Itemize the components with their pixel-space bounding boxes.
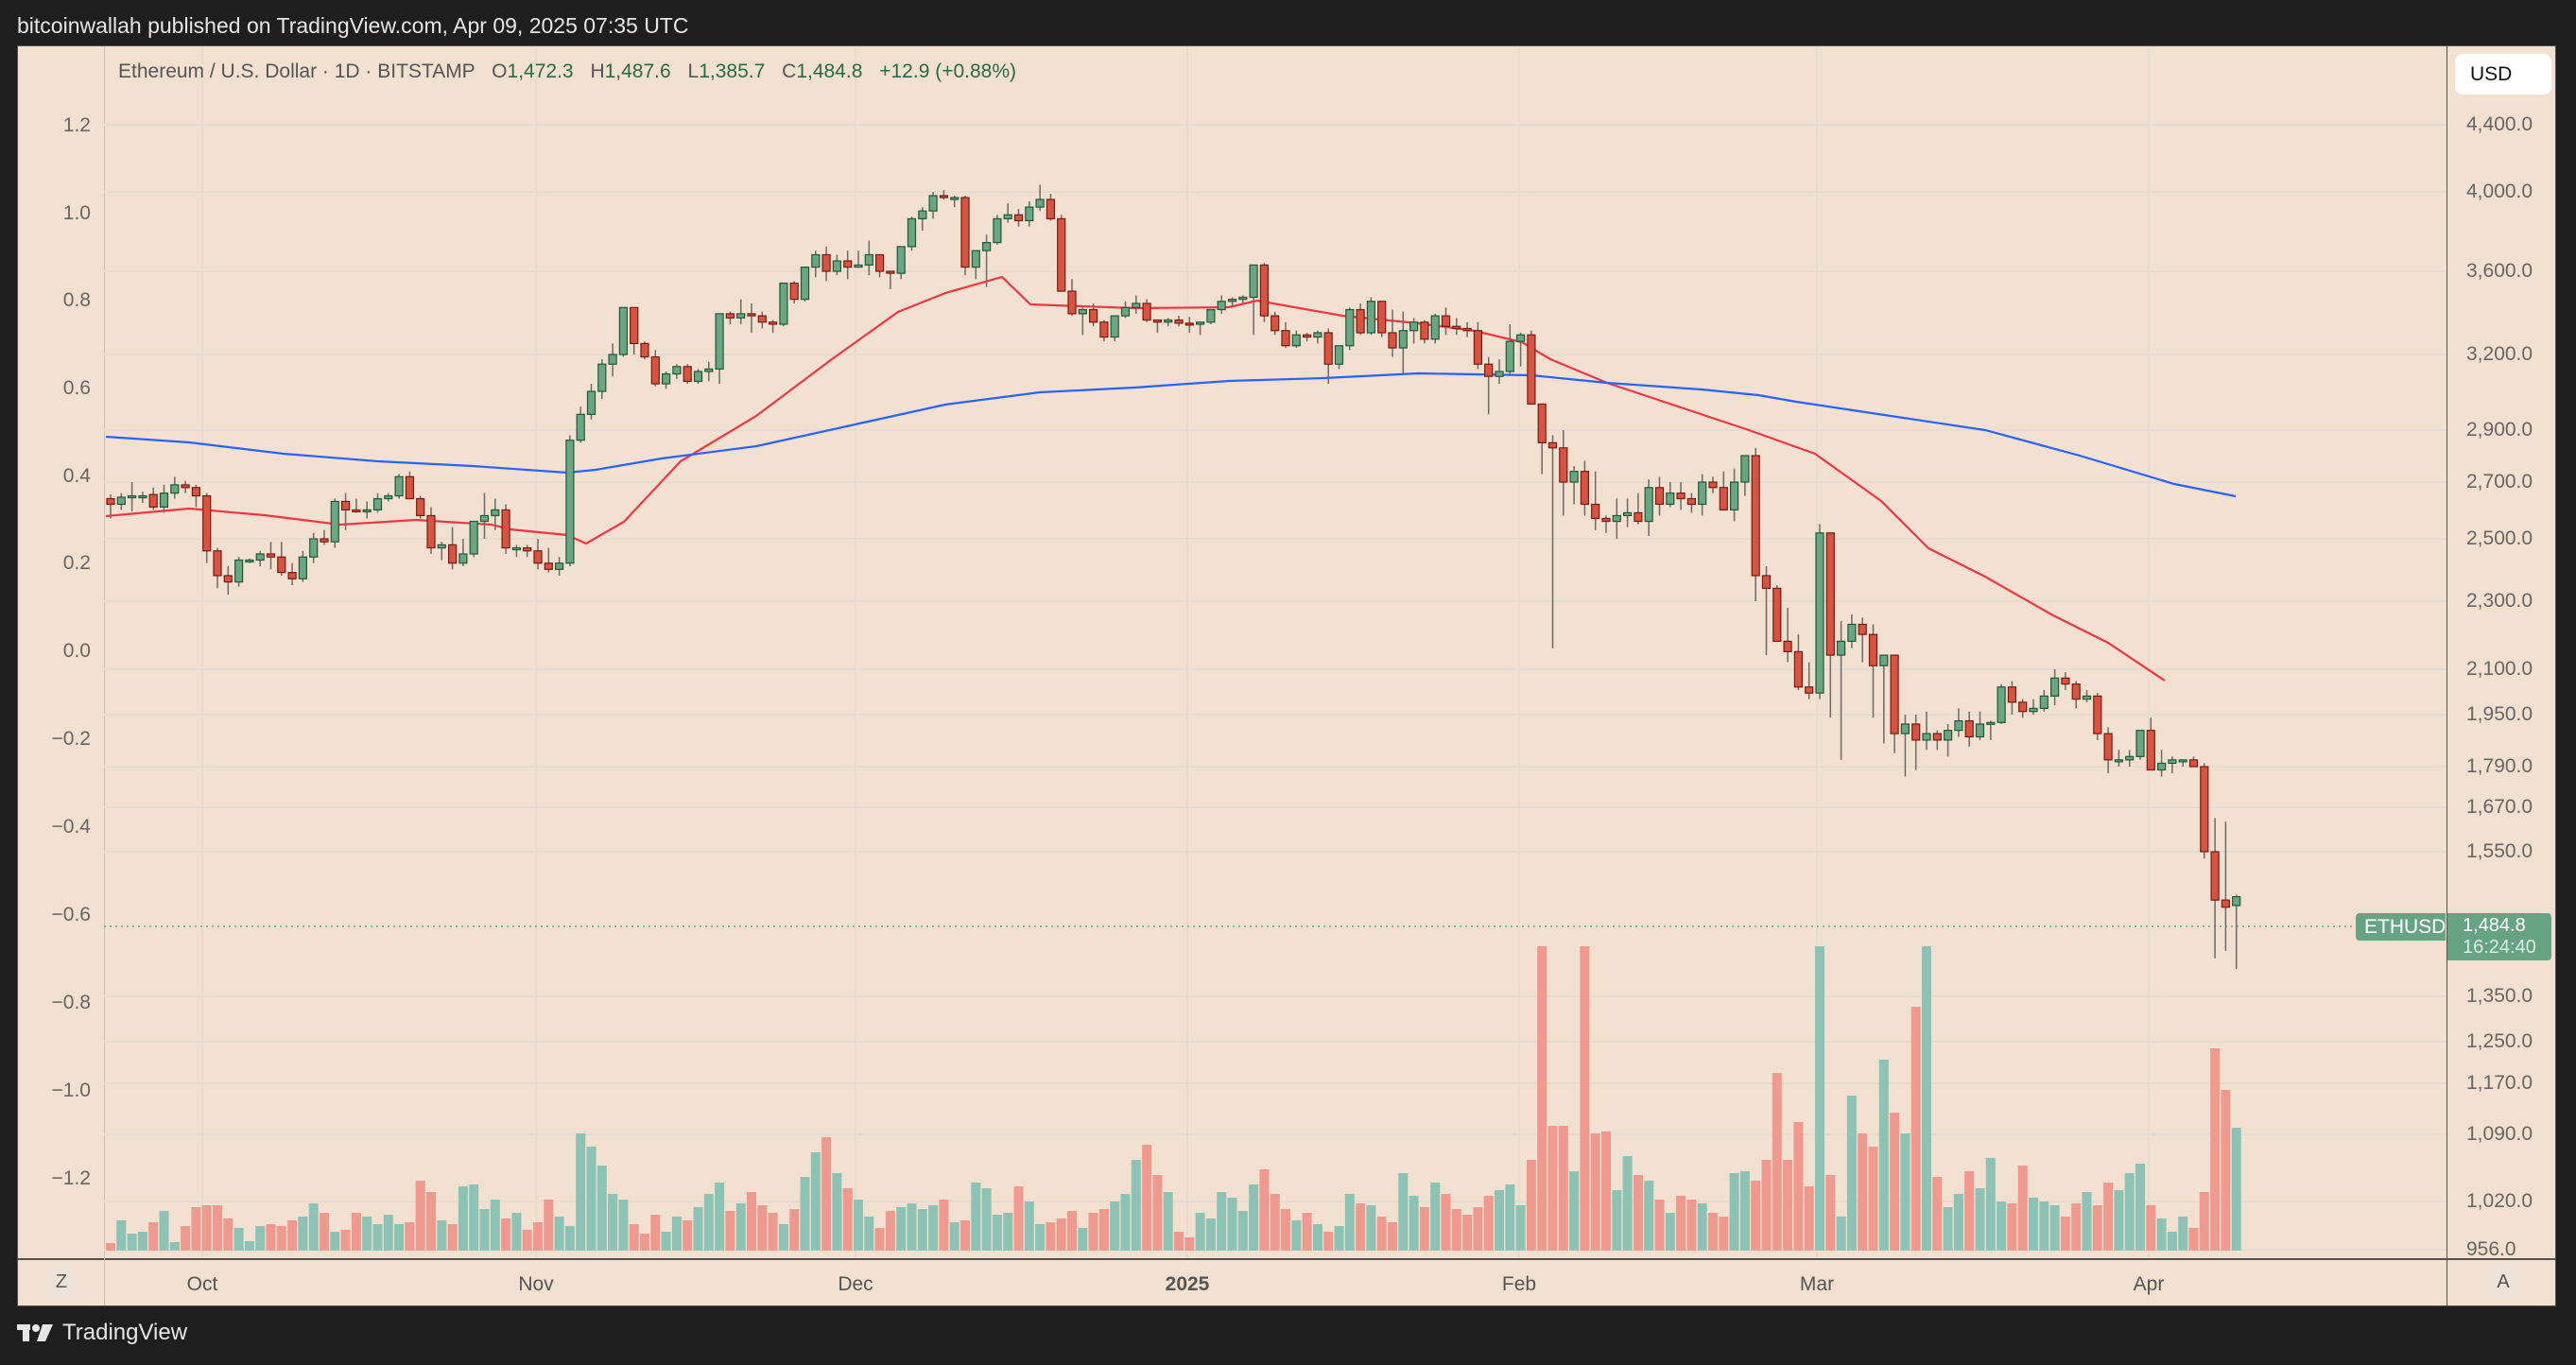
publish-bar: bitcoinwallah published on TradingView.c… [0, 0, 2576, 45]
publish-info: bitcoinwallah published on TradingView.c… [17, 13, 689, 38]
low-value: L1,385.7 [687, 60, 766, 82]
left-scale-tick: 0.8 [62, 289, 91, 311]
price-tick: 1,020.0 [2466, 1190, 2533, 1212]
price-tick: 1,350.0 [2466, 985, 2533, 1007]
chart-frame [17, 45, 2556, 1306]
price-tick: 2,300.0 [2466, 590, 2533, 612]
price-axis[interactable]: 4,400.0 4,000.0 3,600.0 3,200.0 2,900.0 2,700… [2446, 46, 2556, 1260]
symbol-price-tag: ETHUSD [2356, 913, 2446, 941]
change-value: +12.9 (+0.88%) [879, 60, 1016, 82]
price-tick: 1,950.0 [2466, 703, 2533, 725]
price-tick: 1,170.0 [2466, 1072, 2533, 1094]
left-scale-tick: 0.2 [62, 552, 91, 574]
price-chart[interactable] [104, 46, 2446, 1258]
time-tick: Oct [186, 1273, 218, 1295]
left-scale-tick: −0.6 [51, 904, 91, 925]
left-scale-tick: 0.0 [62, 640, 91, 662]
bar-countdown: 16:24:40 [2463, 937, 2536, 958]
last-price: 1,484.8 [2463, 915, 2526, 936]
time-tick: Dec [838, 1273, 873, 1295]
price-tick: 956.0 [2466, 1238, 2516, 1260]
price-tick: 1,090.0 [2466, 1123, 2533, 1145]
auto-scale-button[interactable]: A [2486, 1265, 2520, 1299]
left-scale-tick: 0.6 [62, 377, 91, 399]
price-tick: 2,500.0 [2466, 527, 2533, 549]
price-tick: 3,200.0 [2466, 343, 2533, 365]
left-scale-tick: −1.0 [51, 1080, 91, 1101]
price-tick: 1,550.0 [2466, 840, 2533, 862]
symbol-title: Ethereum / U.S. Dollar · 1D · BITSTAMP [118, 60, 475, 82]
time-tick: Mar [1799, 1273, 1835, 1295]
left-scale-button[interactable]: Z [44, 1265, 78, 1299]
left-axis[interactable]: 1.2 1.0 0.8 0.6 0.4 0.2 0.0 −0.2 −0.4 −0.6 −0.8 −1.… [17, 46, 105, 1258]
brand-name: TradingView [62, 1320, 188, 1345]
currency-button[interactable]: USD [2455, 54, 2551, 95]
open-value: O1,472.3 [492, 60, 574, 82]
price-tick: 2,100.0 [2466, 658, 2533, 680]
left-scale-tick: 1.2 [62, 114, 91, 136]
price-tick: 1,670.0 [2466, 796, 2533, 818]
footer-brand: TradingView [17, 1320, 187, 1346]
price-tick: 1,790.0 [2466, 755, 2533, 777]
left-scale-tick: −0.2 [51, 728, 91, 750]
time-tick: Feb [1501, 1273, 1537, 1295]
left-scale-tick: −1.2 [51, 1167, 91, 1189]
symbol-legend: Ethereum / U.S. Dollar · 1D · BITSTAMP O… [118, 60, 1016, 83]
time-axis[interactable]: Oct Nov Dec 2025 Feb Mar Apr [17, 1258, 2556, 1307]
axis-divider [104, 1258, 105, 1305]
time-tick: 2025 [1165, 1273, 1210, 1295]
left-scale-tick: −0.4 [51, 816, 91, 838]
price-tick: 2,700.0 [2466, 471, 2533, 492]
price-tick: 4,400.0 [2466, 113, 2533, 135]
tradingview-logo-icon [17, 1324, 53, 1341]
price-tick: 4,000.0 [2466, 181, 2533, 202]
left-scale-tick: −0.8 [51, 992, 91, 1013]
axis-divider [2446, 1258, 2447, 1305]
left-scale-tick: 0.4 [62, 465, 91, 487]
time-tick: Nov [518, 1273, 554, 1295]
last-price-label: 1,484.8 16:24:40 [2447, 913, 2551, 960]
high-value: H1,487.6 [590, 60, 671, 82]
time-tick: Apr [2133, 1273, 2165, 1295]
price-tick: 3,600.0 [2466, 260, 2533, 282]
close-value: C1,484.8 [782, 60, 863, 82]
left-scale-tick: 1.0 [62, 202, 91, 224]
price-tick: 1,250.0 [2466, 1030, 2533, 1052]
price-tick: 2,900.0 [2466, 419, 2533, 441]
